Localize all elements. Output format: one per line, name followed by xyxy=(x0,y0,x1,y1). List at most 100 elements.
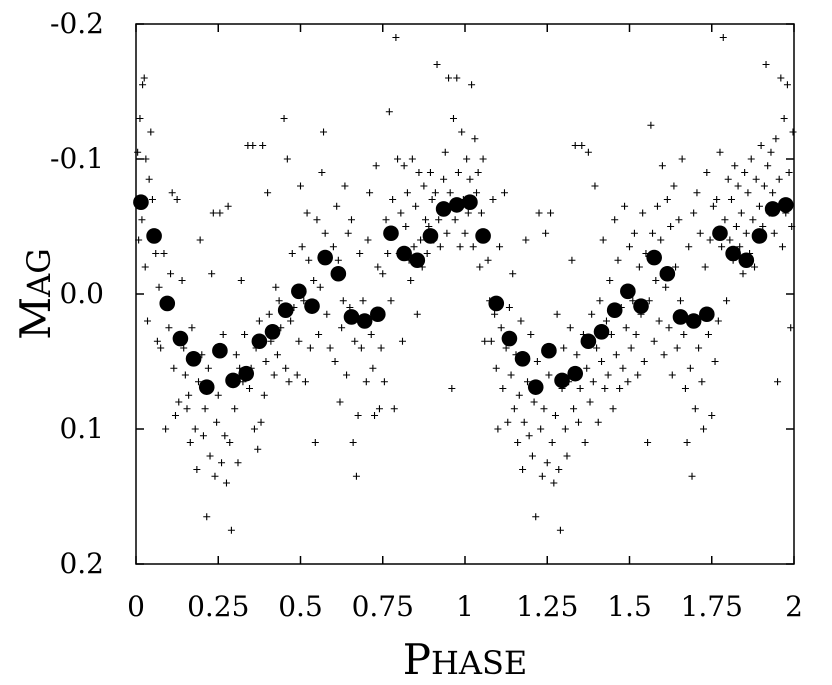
data-point-plus xyxy=(454,169,462,176)
data-point-plus xyxy=(446,189,454,197)
data-point-plus xyxy=(751,263,759,271)
data-point-plus xyxy=(310,277,318,284)
data-point-plus xyxy=(262,358,270,365)
y-tick-label: 0.1 xyxy=(59,412,104,445)
data-point-mean xyxy=(685,313,702,329)
data-point-plus xyxy=(644,439,652,446)
data-point-plus xyxy=(736,243,744,251)
data-point-plus xyxy=(354,412,362,419)
data-point-plus xyxy=(499,385,507,392)
data-point-plus xyxy=(209,209,217,217)
data-point-plus xyxy=(300,297,308,305)
data-point-plus xyxy=(338,324,346,332)
data-point-plus xyxy=(696,229,704,237)
data-point-plus xyxy=(356,250,364,257)
data-point-plus xyxy=(477,209,485,217)
data-point-plus xyxy=(297,182,304,190)
data-point-plus xyxy=(415,169,423,176)
data-point-plus xyxy=(259,142,267,149)
data-point-plus xyxy=(168,189,176,197)
data-point-plus xyxy=(433,61,441,68)
data-point-plus xyxy=(703,169,711,176)
data-point-plus xyxy=(752,175,760,183)
data-point-plus xyxy=(706,236,714,244)
data-point-plus xyxy=(344,229,352,237)
data-point-mean xyxy=(659,265,676,282)
y-axis-ticks: -0.2 -0.1 0.0 0.1 0.2 xyxy=(50,7,794,580)
data-point-plus xyxy=(680,331,688,338)
data-point-plus xyxy=(339,297,347,305)
data-point-plus xyxy=(663,196,671,203)
data-point-plus xyxy=(616,385,624,392)
data-point-plus xyxy=(257,418,265,426)
data-point-plus xyxy=(739,270,747,278)
data-point-plus xyxy=(573,351,581,359)
data-point-plus xyxy=(789,128,797,136)
data-point-plus xyxy=(367,331,375,338)
data-point-plus xyxy=(594,418,602,426)
data-point-plus xyxy=(456,243,464,251)
data-point-plus xyxy=(629,297,637,305)
data-point-plus xyxy=(461,229,469,237)
data-point-plus xyxy=(407,277,415,284)
data-point-plus xyxy=(362,378,370,386)
data-point-plus xyxy=(160,250,168,257)
data-point-plus xyxy=(183,405,191,413)
data-point-plus xyxy=(412,202,420,210)
data-point-plus xyxy=(713,196,721,203)
data-point-plus xyxy=(602,317,610,325)
data-point-plus xyxy=(502,344,510,352)
data-point-plus xyxy=(660,351,668,359)
data-point-plus xyxy=(538,472,546,480)
data-point-mean xyxy=(672,309,689,325)
data-point-plus xyxy=(162,425,170,433)
data-point-plus xyxy=(400,162,408,170)
data-point-plus xyxy=(398,337,406,345)
data-point-plus xyxy=(140,74,148,82)
data-point-plus xyxy=(524,378,532,386)
data-point-plus xyxy=(352,472,360,480)
data-point-mean xyxy=(330,265,347,282)
data-point-plus xyxy=(410,243,418,251)
data-point-plus xyxy=(652,277,660,284)
data-point-plus xyxy=(645,297,653,305)
x-axis-ticks: 0 0.25 0.5 0.75 1 1.25 1.5 1.75 2 xyxy=(127,24,803,623)
data-point-plus xyxy=(273,351,281,359)
data-point-plus xyxy=(775,175,783,183)
data-point-plus xyxy=(599,236,607,244)
data-point-plus xyxy=(500,189,508,197)
y-tick-label: -0.1 xyxy=(50,142,104,175)
data-point-mean xyxy=(488,295,505,312)
data-point-plus xyxy=(581,439,589,446)
data-point-plus xyxy=(224,202,232,210)
x-tick-label: 0.25 xyxy=(187,590,249,623)
data-point-plus xyxy=(234,459,242,467)
data-point-plus xyxy=(260,391,268,399)
data-point-plus xyxy=(397,209,405,217)
data-point-plus xyxy=(714,317,722,325)
data-point-plus xyxy=(780,115,788,122)
data-point-plus xyxy=(142,155,150,163)
data-point-plus xyxy=(770,229,778,237)
data-point-plus xyxy=(764,162,772,170)
data-point-plus xyxy=(323,310,331,318)
data-point-plus xyxy=(389,196,397,203)
data-point-plus xyxy=(226,439,234,446)
y-tick-label: 0.0 xyxy=(59,277,104,310)
plot-frame xyxy=(135,23,795,565)
data-point-plus xyxy=(458,128,466,136)
data-point-plus xyxy=(734,182,742,190)
data-point-mean xyxy=(212,342,228,359)
data-point-plus xyxy=(530,398,538,406)
data-point-plus xyxy=(535,209,543,217)
data-point-plus xyxy=(504,418,512,426)
data-point-plus xyxy=(280,115,288,122)
data-point-plus xyxy=(685,243,693,251)
data-point-mean xyxy=(422,228,439,244)
data-point-plus xyxy=(371,412,379,419)
data-point-plus xyxy=(785,169,793,176)
data-point-plus xyxy=(305,256,313,264)
data-point-plus xyxy=(716,148,724,156)
data-point-plus xyxy=(331,358,339,365)
data-point-plus xyxy=(672,263,680,271)
